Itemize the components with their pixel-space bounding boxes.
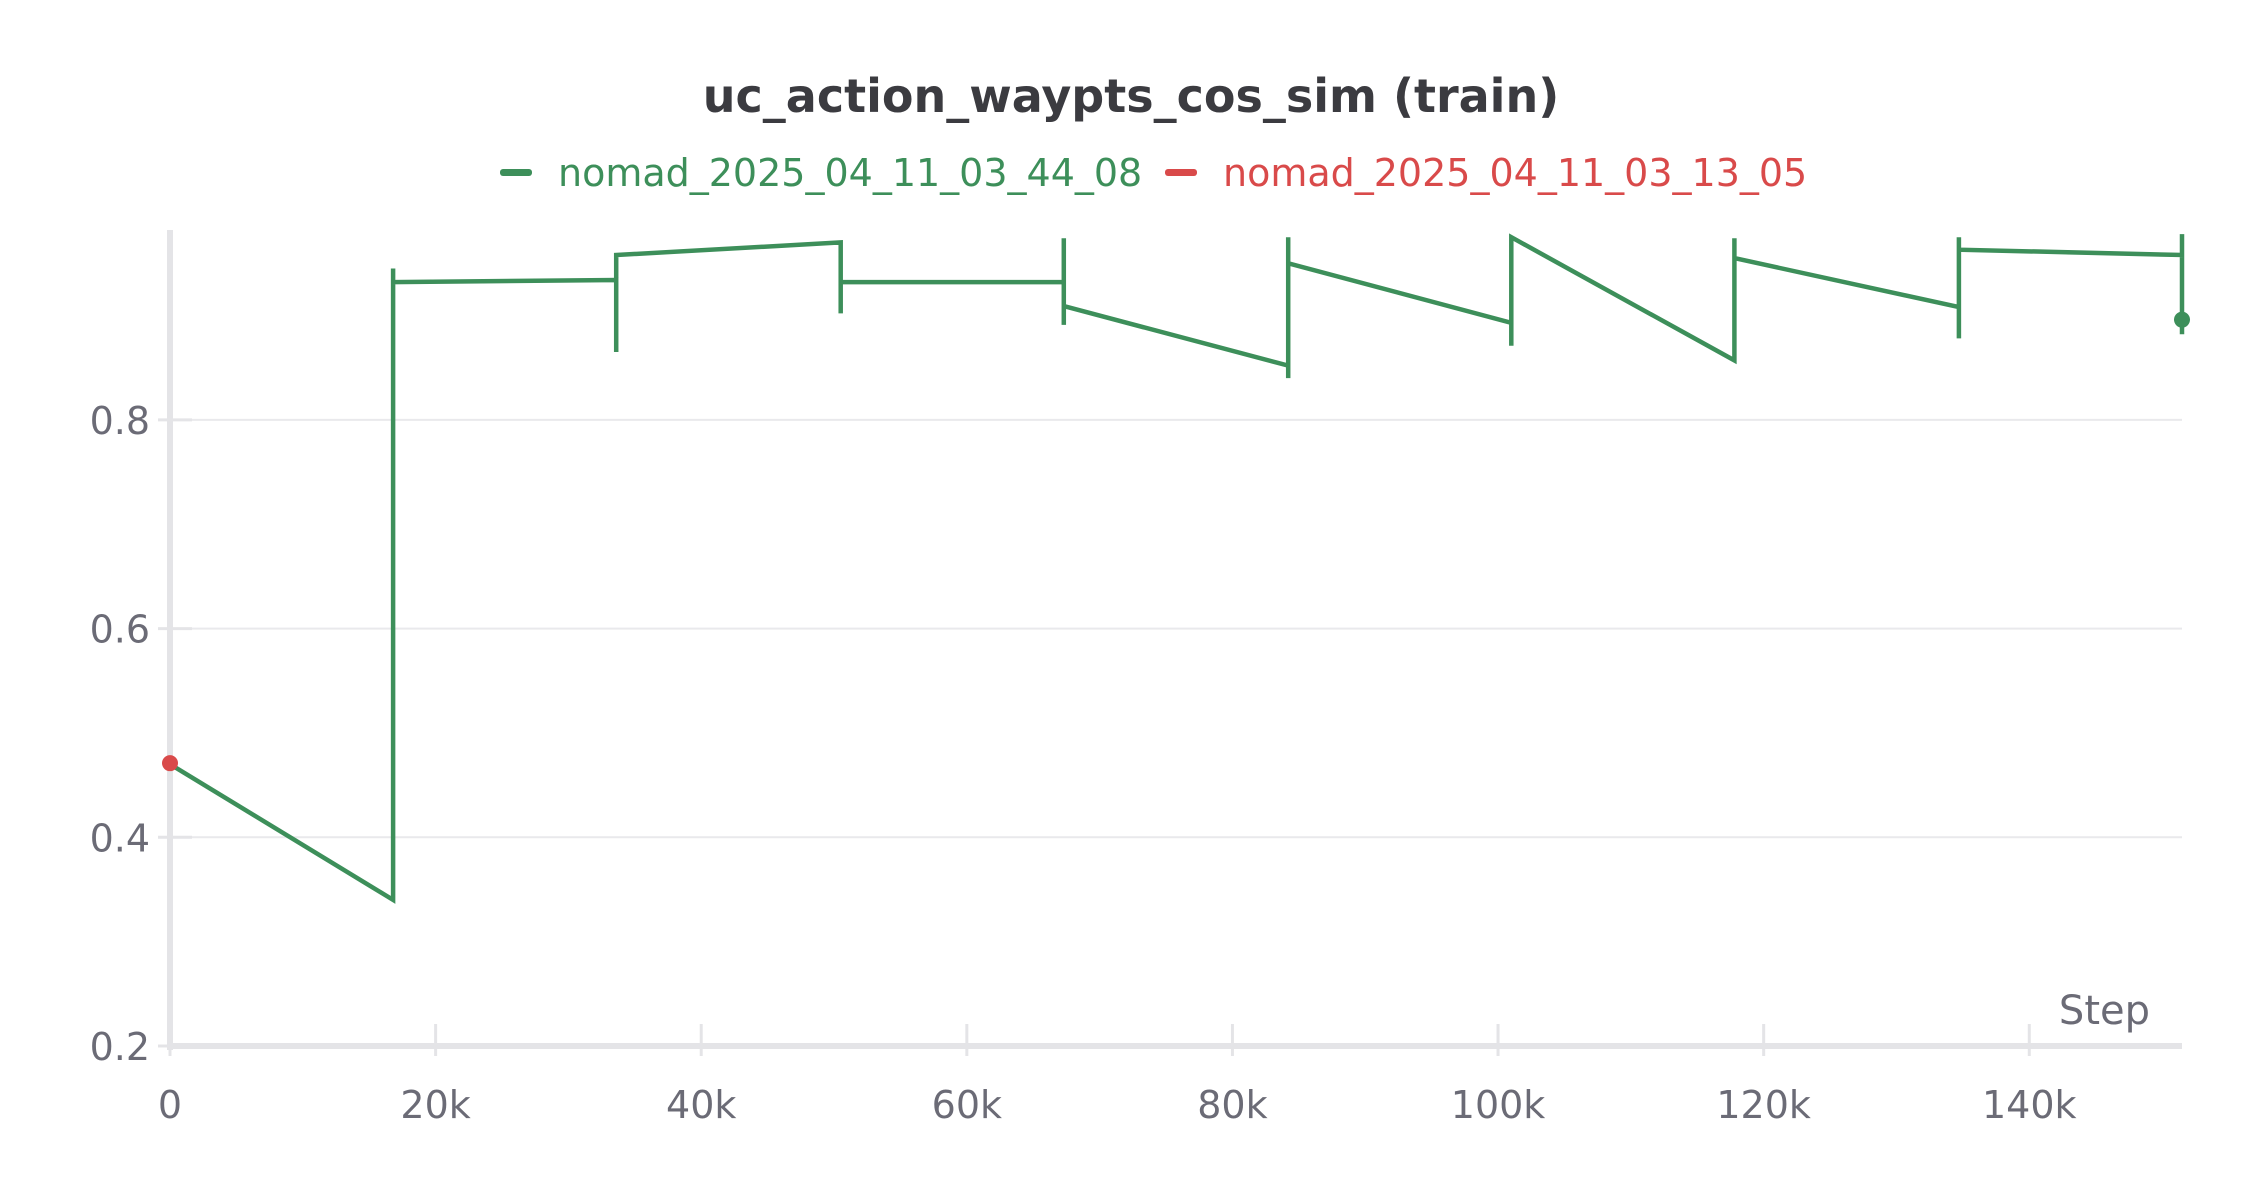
x-tick-label-4: 80k (1197, 1083, 1267, 1127)
legend: nomad_2025_04_11_03_44_08 nomad_2025_04_… (500, 151, 1807, 195)
x-axis-label: Step (2059, 988, 2150, 1034)
x-axis: 0 20k 40k 60k 80k 100k 120k 140k Step (158, 988, 2182, 1127)
plot-area (162, 233, 2190, 904)
chart-title: uc_action_waypts_cos_sim (train) (703, 69, 1559, 123)
y-tick-label-3: 0.8 (90, 399, 150, 443)
y-tick-label-0: 0.2 (90, 1025, 150, 1069)
x-tick-label-3: 60k (932, 1083, 1002, 1127)
legend-label-series-1: nomad_2025_04_11_03_44_08 (558, 151, 1142, 195)
series-end-marker-1[interactable] (2174, 311, 2190, 328)
x-tick-label-6: 120k (1716, 1083, 1811, 1127)
x-tick-label-7: 140k (1982, 1083, 2077, 1127)
y-tick-label-1: 0.4 (90, 816, 150, 860)
legend-label-series-2: nomad_2025_04_11_03_13_05 (1223, 151, 1807, 195)
x-tick-label-5: 100k (1451, 1083, 1546, 1127)
x-tick-label-2: 40k (666, 1083, 736, 1127)
y-tick-label-2: 0.6 (90, 608, 150, 652)
series-line-1[interactable] (168, 233, 2185, 904)
legend-item-series-2[interactable]: nomad_2025_04_11_03_13_05 (1165, 151, 1807, 195)
gridlines (170, 418, 2182, 839)
x-tick-label-1: 20k (400, 1083, 470, 1127)
legend-swatch-series-2 (1165, 169, 1197, 176)
legend-item-series-1[interactable]: nomad_2025_04_11_03_44_08 (500, 151, 1142, 195)
legend-swatch-series-1 (500, 169, 532, 176)
x-tick-label-0: 0 (158, 1083, 182, 1127)
y-axis: 0.2 0.4 0.6 0.8 (90, 230, 192, 1069)
series-end-marker-2[interactable] (162, 755, 178, 772)
